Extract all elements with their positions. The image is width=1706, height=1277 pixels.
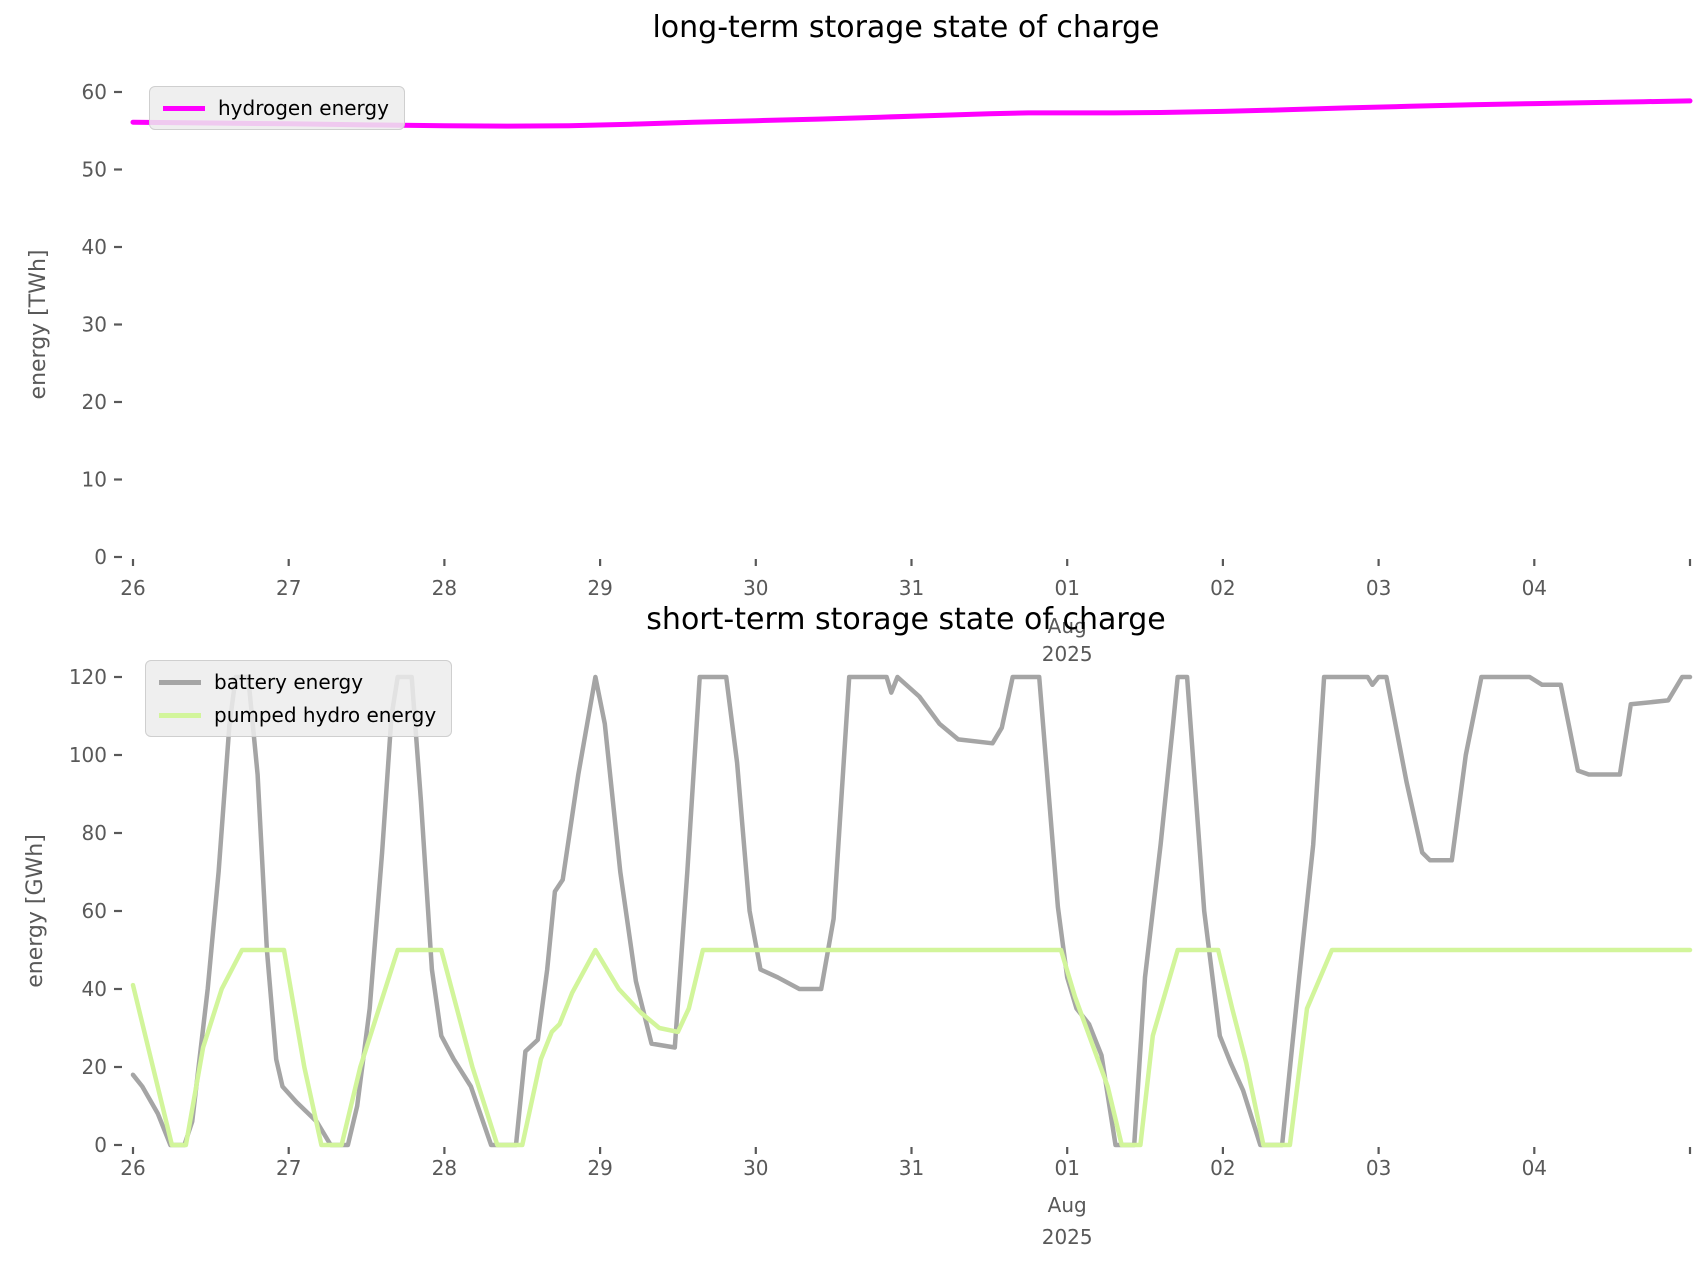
x-tick-label: 30	[743, 1156, 768, 1180]
x-tick-label: 29	[587, 576, 612, 600]
x-axis-month-label: Aug	[1048, 614, 1087, 638]
short-term-legend: battery energy pumped hydro energy	[145, 660, 453, 737]
x-tick-label: 26	[120, 1156, 145, 1180]
x-axis-month-label: Aug	[1048, 1193, 1087, 1217]
x-axis-year-label: 2025	[1042, 1225, 1093, 1249]
x-tick-label: 27	[276, 1156, 301, 1180]
long-term-chart-title: long-term storage state of charge	[652, 10, 1160, 45]
pumped-hydro-line-swatch-icon	[159, 712, 201, 718]
y-axis-label: energy [TWh]	[26, 250, 51, 400]
y-tick-label: 0	[94, 545, 107, 569]
legend-item-battery: battery energy	[159, 670, 436, 694]
x-tick-label: 29	[587, 1156, 612, 1180]
y-tick-label: 40	[82, 977, 107, 1001]
legend-item-hydrogen: hydrogen energy	[163, 96, 389, 120]
legend-item-pumped-hydro: pumped hydro energy	[159, 703, 436, 727]
legend-label: hydrogen energy	[218, 96, 389, 120]
long-term-legend: hydrogen energy	[149, 86, 405, 130]
x-tick-label: 02	[1210, 576, 1235, 600]
y-tick-label: 100	[69, 743, 107, 767]
x-axis-year-label: 2025	[1042, 642, 1093, 666]
hydrogen-line-swatch-icon	[163, 105, 205, 111]
y-tick-label: 50	[82, 158, 107, 182]
x-tick-label: 30	[743, 576, 768, 600]
y-tick-label: 60	[82, 80, 107, 104]
y-tick-label: 40	[82, 235, 107, 259]
y-tick-label: 20	[82, 1055, 107, 1079]
x-tick-label: 31	[899, 576, 924, 600]
x-tick-label: 27	[276, 576, 301, 600]
x-tick-label: 01	[1054, 1156, 1079, 1180]
short-term-chart-title: short-term storage state of charge	[646, 602, 1166, 637]
x-tick-label: 28	[432, 1156, 457, 1180]
x-tick-label: 03	[1366, 1156, 1391, 1180]
y-tick-label: 30	[82, 313, 107, 337]
legend-label: pumped hydro energy	[214, 703, 437, 727]
y-axis-label: energy [GWh]	[23, 834, 48, 988]
legend-label: battery energy	[214, 670, 364, 694]
x-tick-label: 28	[432, 576, 457, 600]
x-tick-label: 31	[899, 1156, 924, 1180]
x-tick-label: 03	[1366, 576, 1391, 600]
y-tick-label: 120	[69, 665, 107, 689]
y-tick-label: 80	[82, 821, 107, 845]
y-tick-label: 0	[94, 1133, 107, 1157]
y-tick-label: 20	[82, 390, 107, 414]
x-tick-label: 04	[1522, 1156, 1547, 1180]
x-tick-label: 26	[120, 576, 145, 600]
x-tick-label: 02	[1210, 1156, 1235, 1180]
x-tick-label: 01	[1054, 576, 1079, 600]
x-tick-label: 04	[1522, 576, 1547, 600]
battery-line-swatch-icon	[159, 679, 201, 685]
y-tick-label: 10	[82, 468, 107, 492]
y-tick-label: 60	[82, 899, 107, 923]
series-hydrogen-energy	[130, 98, 1693, 129]
series-pumped-hydro-energy	[130, 947, 1693, 1148]
series-battery-energy	[130, 674, 1693, 1148]
